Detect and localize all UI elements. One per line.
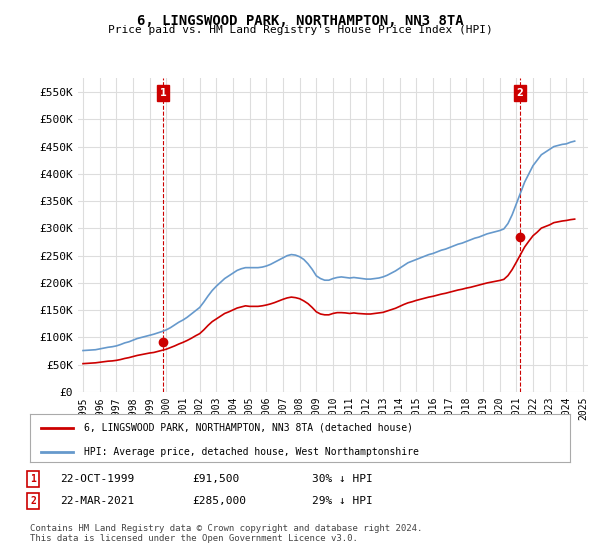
Text: 30% ↓ HPI: 30% ↓ HPI: [312, 474, 373, 484]
Text: £91,500: £91,500: [192, 474, 239, 484]
Text: 2: 2: [517, 88, 523, 98]
Text: 22-MAR-2021: 22-MAR-2021: [60, 496, 134, 506]
Text: 1: 1: [160, 88, 167, 98]
Text: Contains HM Land Registry data © Crown copyright and database right 2024.
This d: Contains HM Land Registry data © Crown c…: [30, 524, 422, 543]
Text: 29% ↓ HPI: 29% ↓ HPI: [312, 496, 373, 506]
Text: HPI: Average price, detached house, West Northamptonshire: HPI: Average price, detached house, West…: [84, 446, 419, 456]
Text: 2: 2: [30, 496, 36, 506]
Text: £285,000: £285,000: [192, 496, 246, 506]
Text: 22-OCT-1999: 22-OCT-1999: [60, 474, 134, 484]
Text: Price paid vs. HM Land Registry's House Price Index (HPI): Price paid vs. HM Land Registry's House …: [107, 25, 493, 35]
Text: 6, LINGSWOOD PARK, NORTHAMPTON, NN3 8TA (detached house): 6, LINGSWOOD PARK, NORTHAMPTON, NN3 8TA …: [84, 423, 413, 433]
Text: 1: 1: [30, 474, 36, 484]
Text: 6, LINGSWOOD PARK, NORTHAMPTON, NN3 8TA: 6, LINGSWOOD PARK, NORTHAMPTON, NN3 8TA: [137, 14, 463, 28]
